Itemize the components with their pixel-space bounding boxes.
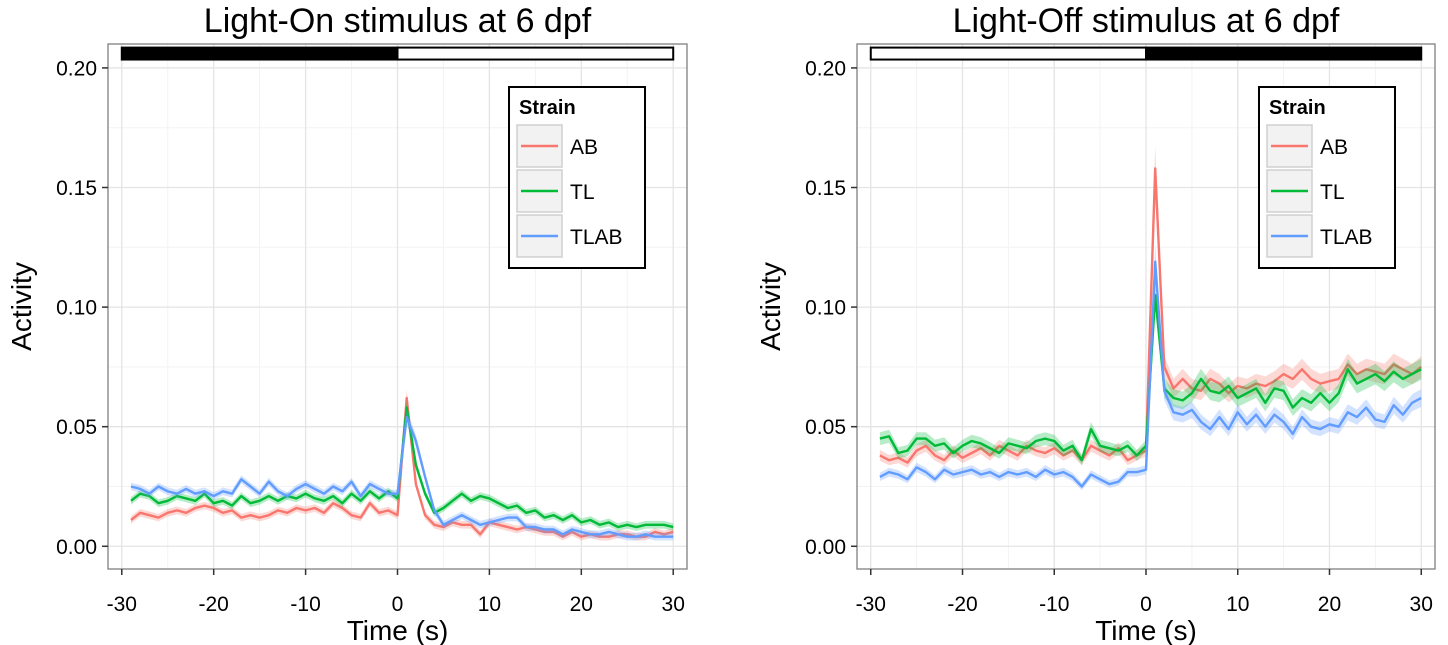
stimulus-bar xyxy=(869,46,1423,61)
x-tick-label: 0 xyxy=(1140,593,1152,616)
x-axis: -30 -20 -10 0 10 20 30 xyxy=(856,569,1433,616)
chart-title: Light-On stimulus at 6 dpf xyxy=(204,2,592,40)
legend-title: Strain xyxy=(519,97,576,119)
chart-light-off: -30 -20 -10 0 10 20 30 Time (s) 0.00 0.05 0.10 0.15… xyxy=(755,2,1436,645)
x-tick-label: -30 xyxy=(107,593,137,616)
legend-label-ab: AB xyxy=(1320,136,1348,159)
stimulus-bar xyxy=(120,46,675,61)
y-axis-title: Activity xyxy=(755,262,786,351)
stimulus-light-segment xyxy=(396,46,675,61)
x-tick-label: -30 xyxy=(856,593,886,616)
x-axis-title: Time (s) xyxy=(1095,615,1197,645)
x-tick-label: 20 xyxy=(570,593,593,616)
y-tick-label: 0.20 xyxy=(805,57,846,80)
stimulus-light-segment xyxy=(869,46,1147,61)
x-tick-label: -10 xyxy=(1039,593,1069,616)
series-line-tlab xyxy=(879,260,1422,488)
stimulus-dark-segment xyxy=(1145,46,1423,61)
legend-label-tlab: TLAB xyxy=(570,226,623,249)
y-tick-label: 0.00 xyxy=(805,536,846,559)
legend-title: Strain xyxy=(1269,97,1326,119)
y-axis-title: Activity xyxy=(6,262,37,351)
chart-title: Light-Off stimulus at 6 dpf xyxy=(953,2,1340,40)
x-tick-label: 30 xyxy=(1410,593,1433,616)
series-line-ab xyxy=(879,167,1422,464)
chart-light-on: -30 -20 -10 0 10 20 30 Time (s) 0.00 0.05 0.10 0.15… xyxy=(6,2,688,645)
x-tick-label: -10 xyxy=(290,593,320,616)
y-tick-label: 0.10 xyxy=(805,297,846,320)
y-tick-label: 0.20 xyxy=(56,57,97,80)
legend: Strain AB TL TLAB xyxy=(1258,86,1396,269)
x-tick-label: -20 xyxy=(199,593,229,616)
series-line-tlab xyxy=(130,415,674,538)
x-tick-label: 20 xyxy=(1318,593,1341,616)
x-axis-title: Time (s) xyxy=(347,615,449,645)
y-tick-label: 0.05 xyxy=(805,416,846,439)
y-tick-label: 0.05 xyxy=(56,416,97,439)
x-tick-label: 30 xyxy=(662,593,685,616)
grid-lines xyxy=(108,44,687,569)
legend-label-tl: TL xyxy=(1320,181,1345,204)
legend-label-tl: TL xyxy=(570,181,595,204)
x-tick-label: 10 xyxy=(1226,593,1249,616)
y-axis: 0.00 0.05 0.10 0.15 0.20 xyxy=(56,57,108,559)
x-axis: -30 -20 -10 0 10 20 30 xyxy=(107,569,685,616)
stimulus-dark-segment xyxy=(120,46,399,61)
legend: Strain AB TL TLAB xyxy=(508,86,646,269)
y-tick-label: 0.15 xyxy=(56,177,97,200)
series-group xyxy=(130,389,674,541)
y-axis: 0.00 0.05 0.10 0.15 0.20 xyxy=(805,57,857,559)
x-tick-label: -20 xyxy=(947,593,977,616)
y-tick-label: 0.15 xyxy=(805,177,846,200)
legend-label-tlab: TLAB xyxy=(1320,226,1373,249)
series-group xyxy=(879,145,1422,491)
x-tick-label: 10 xyxy=(478,593,501,616)
y-tick-label: 0.00 xyxy=(56,536,97,559)
x-tick-label: 0 xyxy=(392,593,404,616)
y-tick-label: 0.10 xyxy=(56,297,97,320)
legend-label-ab: AB xyxy=(570,136,598,159)
